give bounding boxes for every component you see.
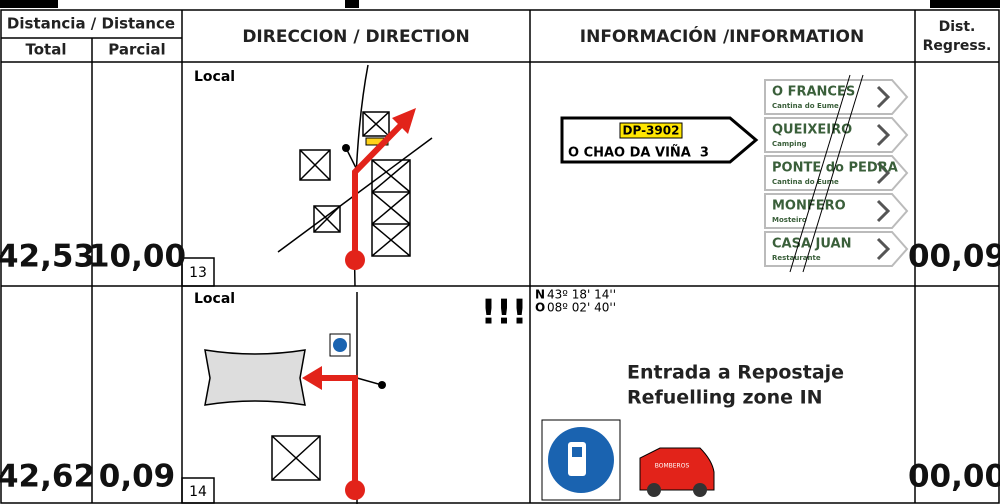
chevron — [876, 161, 891, 185]
header: Distancia / Distance — [7, 15, 175, 33]
marker — [378, 381, 386, 389]
road-code: DP-3902 — [623, 124, 680, 138]
chevron — [876, 123, 891, 147]
caution: !!! — [481, 293, 528, 333]
total: 42,53 — [0, 239, 95, 275]
header: Total — [26, 41, 67, 59]
destination: O CHAO DA VIÑA 3 — [568, 145, 709, 161]
chevron — [876, 237, 891, 261]
marker — [342, 144, 350, 152]
partial: 0,09 — [99, 459, 176, 495]
strike — [802, 74, 864, 273]
route-arrow — [392, 108, 416, 134]
route — [320, 375, 358, 488]
start-dot — [345, 250, 365, 270]
sign-sub: Cantina do Eume — [772, 102, 839, 110]
coord: 43º 18' 14'' — [547, 288, 616, 302]
sign-sub: Camping — [772, 140, 807, 148]
start-dot — [345, 480, 365, 500]
coord: 08º 02' 40'' — [547, 301, 616, 315]
regress: 00,09 — [908, 239, 1000, 275]
top-bar — [0, 0, 58, 8]
note: Refuelling zone IN — [627, 387, 823, 409]
road-type: Local — [194, 69, 235, 85]
truck — [639, 447, 715, 491]
coord-label: O — [535, 301, 545, 315]
strike — [789, 74, 851, 273]
coord-label: N — [535, 288, 545, 302]
sign — [764, 193, 909, 229]
sign-list: O FRANCES Cantina do Eume QUEIXEIRO Camping… — [764, 79, 909, 267]
diagram — [204, 292, 383, 504]
fuel-sign — [333, 338, 347, 352]
sign-name: QUEIXEIRO — [772, 123, 852, 138]
truck-wheel — [693, 483, 707, 497]
route — [352, 121, 405, 258]
sign-sub: Mosteiro — [772, 216, 807, 224]
partial: 10,00 — [88, 239, 186, 275]
sign-sub: Cantina do Eume — [772, 178, 839, 186]
truck-label: BOMBEROS — [655, 463, 690, 470]
road-code-box — [619, 122, 683, 139]
sign — [764, 231, 909, 267]
sign-name: MONFERO — [772, 199, 846, 214]
note: Entrada a Repostaje — [627, 362, 844, 384]
sign — [764, 117, 909, 153]
road-type: Local — [194, 291, 235, 307]
header: Parcial — [108, 41, 165, 59]
truck-wheel — [647, 483, 661, 497]
top-bar — [930, 0, 1000, 8]
header: INFORMACIÓN /INFORMATION — [580, 25, 864, 47]
sign — [764, 155, 909, 191]
sign-sub: Restaurante — [772, 254, 821, 262]
sign — [764, 79, 909, 115]
top-bar — [345, 0, 359, 8]
direction-sign — [560, 116, 759, 164]
chevron — [876, 199, 891, 223]
box-number: 13 — [189, 265, 207, 281]
total: 42,62 — [0, 459, 95, 495]
header: DIRECCION / DIRECTION — [242, 27, 469, 47]
fuel-icon — [572, 447, 582, 457]
sign-name: O FRANCES — [772, 85, 855, 100]
regress: 00,00 — [908, 459, 1000, 495]
grid — [0, 9, 1000, 504]
header: Dist. — [939, 19, 976, 35]
route-arrow — [302, 366, 322, 390]
header: Regress. — [923, 38, 992, 54]
box-number: 14 — [189, 484, 207, 500]
chevron — [876, 85, 891, 109]
